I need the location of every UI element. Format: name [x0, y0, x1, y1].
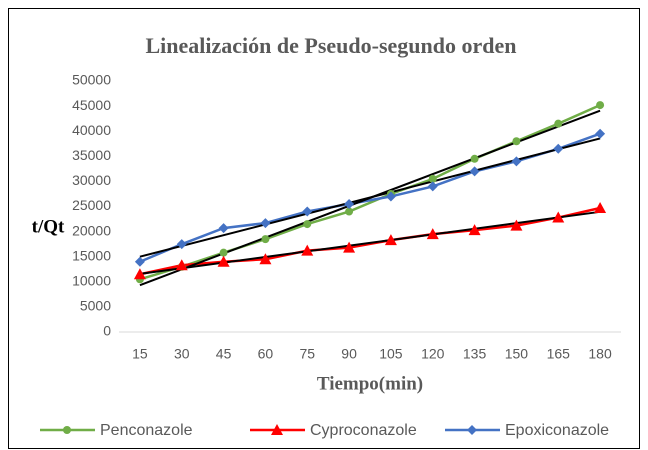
- y-tick-label: 30000: [72, 172, 111, 188]
- x-tick-label: 90: [341, 346, 357, 362]
- legend-label: Penconazole: [100, 422, 193, 439]
- chart-frame: [8, 8, 640, 449]
- x-tick-label: 150: [505, 346, 529, 362]
- marker: [134, 256, 145, 267]
- marker: [512, 137, 521, 146]
- marker: [260, 218, 271, 229]
- y-tick-label: 50000: [72, 72, 111, 88]
- series-line: [139, 132, 601, 263]
- marker: [595, 128, 606, 139]
- x-tick-label: 30: [174, 346, 190, 362]
- marker: [594, 202, 607, 214]
- x-tick-label: 45: [216, 346, 232, 362]
- marker: [552, 211, 565, 223]
- marker: [303, 220, 312, 229]
- y-axis-title: t/Qt: [32, 216, 65, 237]
- marker: [343, 241, 356, 253]
- marker: [428, 174, 437, 183]
- x-axis-title: Tiempo(min): [317, 373, 423, 394]
- marker: [596, 101, 605, 110]
- marker: [385, 191, 396, 202]
- marker: [259, 253, 272, 265]
- marker: [219, 248, 228, 257]
- marker: [468, 224, 481, 236]
- marker: [302, 206, 313, 217]
- x-tick-label: 180: [588, 346, 612, 362]
- y-tick-label: 15000: [72, 247, 111, 263]
- x-tick-label: 120: [421, 346, 445, 362]
- y-tick-label: 20000: [72, 222, 111, 238]
- x-tick-label: 60: [258, 346, 274, 362]
- marker: [470, 154, 479, 163]
- x-tick-label: 135: [463, 346, 487, 362]
- marker: [554, 119, 563, 128]
- marker: [469, 166, 480, 177]
- marker: [426, 228, 439, 240]
- trend-line: [139, 137, 601, 258]
- marker: [176, 239, 187, 250]
- x-tick-label: 165: [547, 346, 571, 362]
- marker: [427, 181, 438, 192]
- series-line: [139, 103, 601, 281]
- x-tick-label: 105: [379, 346, 403, 362]
- marker: [301, 244, 314, 256]
- marker: [553, 143, 564, 154]
- trend-line: [139, 210, 601, 275]
- marker: [344, 198, 355, 209]
- marker: [261, 235, 270, 244]
- series-line: [139, 206, 601, 276]
- chart-title: Linealización de Pseudo-segundo orden: [146, 33, 517, 58]
- y-tick-label: 10000: [72, 273, 111, 289]
- legend-marker: [271, 424, 283, 435]
- marker: [133, 268, 146, 280]
- marker: [218, 223, 229, 234]
- legend-label: Epoxiconazole: [505, 422, 609, 439]
- x-tick-label: 15: [132, 346, 148, 362]
- legend-marker: [467, 425, 477, 435]
- y-tick-label: 40000: [72, 122, 111, 138]
- y-tick-label: 25000: [72, 197, 111, 213]
- legend-marker: [63, 426, 71, 434]
- x-tick-label: 75: [299, 346, 315, 362]
- y-tick-label: 5000: [80, 298, 111, 314]
- y-tick-label: 35000: [72, 147, 111, 163]
- marker: [510, 219, 523, 231]
- legend-label: Cyproconazole: [310, 422, 417, 439]
- marker: [511, 156, 522, 167]
- y-tick-label: 0: [103, 323, 111, 339]
- marker: [384, 234, 397, 246]
- marker: [175, 259, 188, 271]
- marker: [345, 207, 354, 216]
- marker: [217, 255, 230, 267]
- y-tick-label: 45000: [72, 97, 111, 113]
